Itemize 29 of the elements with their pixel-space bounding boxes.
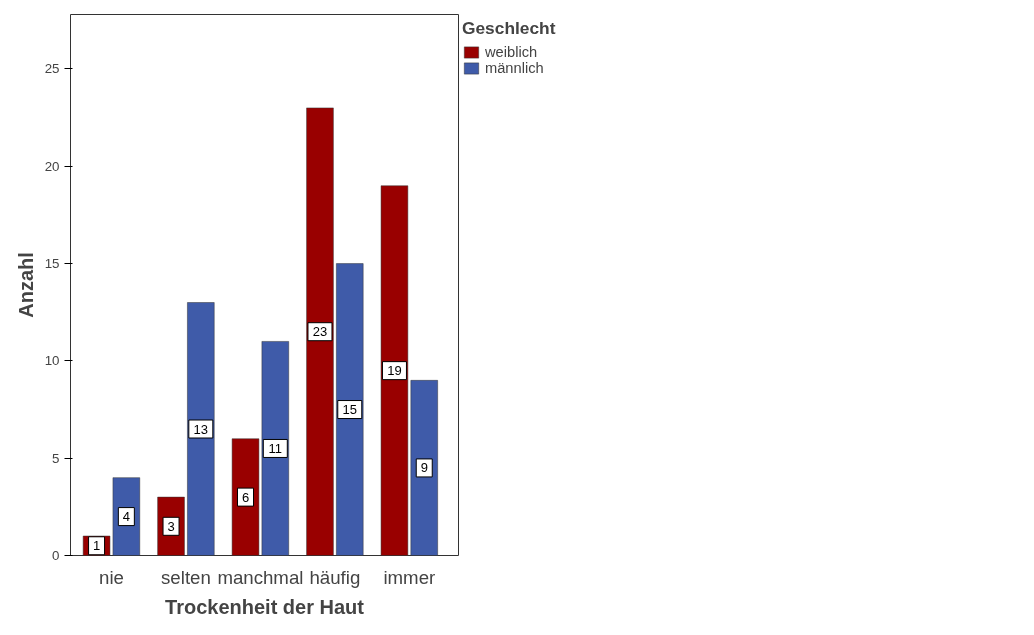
data-label: 3 [167,518,175,534]
bar [306,107,334,556]
x-axis-title: Trockenheit der Haut [165,595,365,618]
data-label: 6 [241,489,250,505]
data-label: 11 [268,440,283,456]
x-tick-label: immer [383,566,436,588]
y-tick-label: 25 [44,61,60,77]
x-tick-label: selten [161,566,211,588]
bar [336,263,364,556]
y-tick-label: 5 [52,450,60,466]
bar [187,302,215,556]
data-label: 9 [420,460,428,476]
legend-title: Geschlecht [462,18,556,39]
y-axis-title: Anzahl [14,252,37,318]
legend-label: männlich [485,60,544,76]
y-tick-label: 20 [44,158,60,174]
data-label: 4 [122,509,130,525]
y-tick-label: 15 [44,256,60,272]
legend-label: weiblich [485,44,538,60]
data-label: 23 [312,324,328,340]
x-tick-label: häufig [309,566,361,588]
x-tick-label: manchmal [217,566,304,588]
data-label: 13 [193,421,209,437]
data-label: 1 [92,538,101,554]
x-tick-label: nie [99,566,124,588]
y-tick-label: 10 [44,353,60,369]
data-label: 19 [387,363,402,379]
data-label: 15 [342,402,358,418]
y-tick-label: 0 [52,548,60,563]
